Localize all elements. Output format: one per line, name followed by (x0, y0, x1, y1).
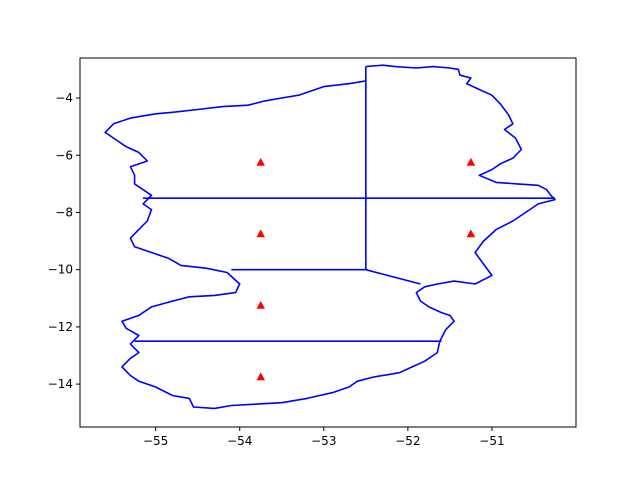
y-tick-label-1: −6 (55, 148, 73, 162)
division-line-4 (365, 268, 421, 285)
x-tick-label-3: −52 (395, 434, 420, 448)
marker-3 (256, 229, 265, 238)
x-tick-label-4: −51 (479, 434, 504, 448)
axes-frame (79, 57, 577, 428)
marker-2 (466, 157, 476, 166)
y-tick-label-2: −8 (55, 205, 73, 219)
y-tick-label-4: −12 (48, 320, 73, 334)
x-tick-label-1: −54 (227, 434, 252, 448)
region-boundary (104, 64, 556, 410)
y-tick-label-3: −10 (48, 263, 73, 277)
x-axis: −55 −54 −53 −52 −51 (143, 427, 505, 448)
y-tick-label-5: −14 (48, 377, 73, 391)
plot-area (104, 64, 556, 410)
y-axis: −4 −6 −8 −10 −12 −14 (48, 91, 80, 391)
x-tick-label-0: −55 (143, 434, 168, 448)
marker-6 (256, 372, 265, 381)
y-tick-label-0: −4 (55, 91, 73, 105)
marker-4 (466, 229, 476, 238)
x-tick-label-2: −53 (311, 434, 336, 448)
marker-1 (256, 157, 265, 166)
marker-5 (256, 300, 265, 309)
